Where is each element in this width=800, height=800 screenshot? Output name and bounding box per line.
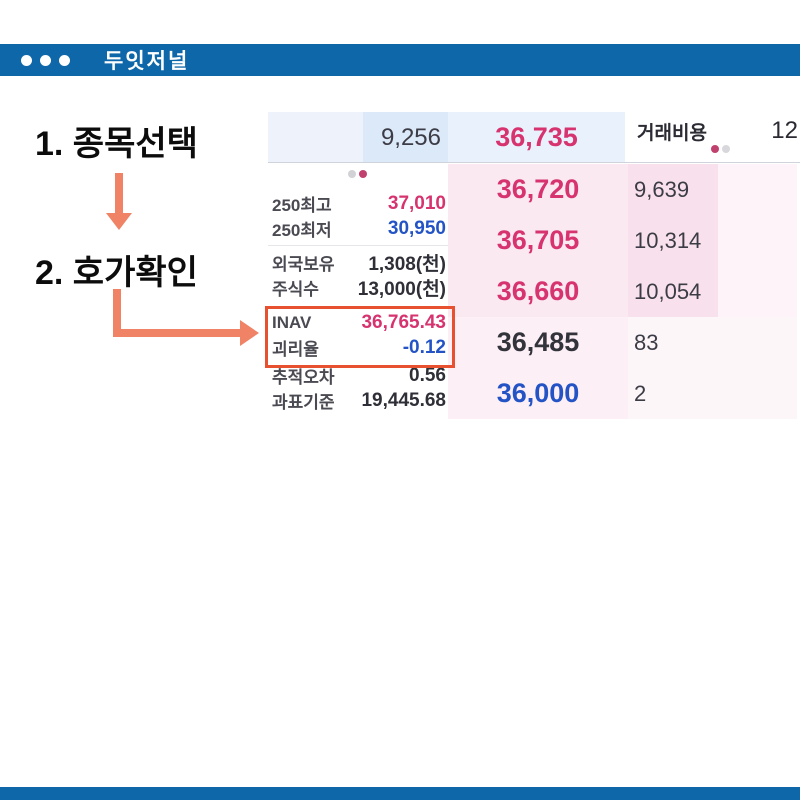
info-value: 13,000(천) [357,279,446,300]
window-dot-icon [40,54,51,66]
info-row-tracking-error: 추적오차 0.56 [272,363,446,388]
header-divider [268,162,800,163]
info-value: 0.56 [409,364,446,386]
brand-title: 두잇저널 [104,50,190,73]
page-indicator-dot[interactable] [348,170,356,178]
info-value: 36,765.43 [361,311,446,333]
page-indicator-dot[interactable] [359,170,367,178]
down-arrow-head-icon [106,213,132,230]
price-cell[interactable]: 36,705 [448,215,628,266]
info-row-disparity: 괴리율 -0.12 [272,335,446,360]
info-row-250-high: 250최고 37,010 [272,191,446,216]
info-value: 30,950 [387,217,446,239]
annotation-step2: 2. 호가확인 [35,254,198,292]
quantity-cell[interactable]: 83 [628,317,718,368]
info-row-inav: INAV 36,765.43 [272,310,446,335]
info-label: 250최고 [272,196,332,215]
info-row-tax-base: 과표기준 19,445.68 [272,388,446,413]
quantity-cell[interactable]: 10,314 [628,215,718,266]
info-row-foreign-holdings: 외국보유 1,308(천) [272,250,446,275]
quantity-cell[interactable]: 10,054 [628,266,718,317]
elbow-arrow-vertical [113,289,121,337]
row-filler [718,164,797,215]
info-divider [268,245,448,246]
window-dot-icon [59,54,70,66]
info-label: INAV [272,312,312,332]
orderbook-row[interactable]: 36,485 83 [448,317,800,368]
elbow-arrow-horizontal [113,329,241,337]
orderbook-row[interactable]: 36,000 2 [448,368,800,419]
row-filler [718,215,797,266]
highlight-box [265,306,455,368]
info-label: 추적오차 [272,368,335,387]
top-row-spacer [268,112,363,163]
info-value: 37,010 [387,192,446,214]
window-dot-icon [21,54,32,66]
info-label: 250최저 [272,221,332,240]
info-row-250-low: 250최저 30,950 [272,216,446,241]
info-row-shares: 주식수 13,000(천) [272,275,446,300]
right-arrow-head-icon [240,320,259,346]
orderbook-row[interactable]: 36,720 9,639 [448,164,800,215]
current-price-cell[interactable]: 36,735 [448,112,625,163]
info-value: 19,445.68 [361,389,446,411]
info-value: 1,308(천) [368,254,446,275]
page-indicator-dot[interactable] [722,145,730,153]
fee-value: 12 [771,117,798,144]
price-cell[interactable]: 36,000 [448,368,628,419]
price-cell[interactable]: 36,485 [448,317,628,368]
price-cell[interactable]: 36,720 [448,164,628,215]
page-indicator-dot[interactable] [711,145,719,153]
down-arrow [115,173,123,214]
info-label: 외국보유 [272,255,335,274]
annotation-step1: 1. 종목선택 [35,125,198,163]
best-bid-qty-cell[interactable]: 9,256 [363,112,448,163]
price-cell[interactable]: 36,660 [448,266,628,317]
info-label: 과표기준 [272,393,335,412]
info-label: 괴리율 [272,340,319,359]
info-label: 주식수 [272,280,319,299]
footer-bar [0,787,800,800]
quantity-cell[interactable]: 9,639 [628,164,718,215]
row-filler [718,368,797,419]
row-filler [718,266,797,317]
orderbook-row[interactable]: 36,660 10,054 [448,266,800,317]
row-filler [718,317,797,368]
header-bar: 두잇저널 [0,44,800,76]
fee-label: 거래비용 [637,122,707,144]
orderbook-row[interactable]: 36,705 10,314 [448,215,800,266]
info-value: -0.12 [402,336,446,358]
quantity-cell[interactable]: 2 [628,368,718,419]
